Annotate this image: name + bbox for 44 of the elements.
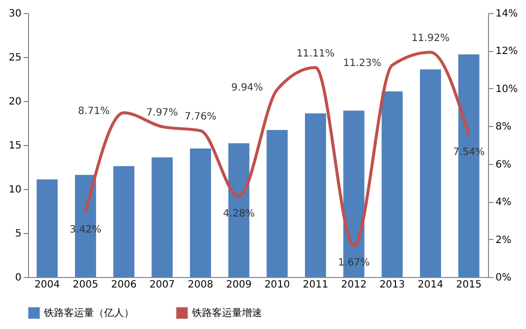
bar	[113, 166, 134, 277]
bar	[266, 130, 288, 277]
x-tick-label: 2005	[72, 280, 98, 290]
x-tick-label: 2004	[34, 280, 60, 290]
x-tick-label: 2010	[264, 280, 290, 290]
y2-tick-label: 10%	[496, 84, 518, 95]
x-tick-label: 2012	[341, 280, 367, 290]
x-tick-label: 2013	[379, 280, 405, 290]
y-tick-label: 30	[8, 8, 22, 20]
data-label: 7.97%	[146, 108, 178, 119]
x-tick-label: 2011	[302, 280, 328, 290]
x-tick-label: 2015	[456, 280, 482, 290]
bar	[36, 179, 58, 277]
data-label: 11.11%	[296, 48, 335, 60]
y2-tick-label: 12%	[496, 46, 518, 58]
data-label: 7.76%	[184, 112, 216, 123]
data-label: 11.23%	[343, 58, 382, 70]
x-tick-label: 2007	[149, 280, 175, 290]
bar	[304, 113, 326, 277]
y-tick-label: 20	[8, 96, 22, 108]
legend-label: 铁路客运量增速	[191, 307, 262, 319]
data-label: 11.92%	[411, 33, 450, 44]
x-tick-label: 2008	[188, 280, 214, 290]
y2-tick-label: 14%	[496, 8, 518, 20]
x-tick-label: 2014	[418, 280, 444, 290]
bar	[382, 91, 403, 277]
y-tick-label: 10	[8, 184, 22, 196]
data-label: 9.94%	[231, 82, 264, 94]
legend-label: 铁路客运量（亿人）	[43, 307, 134, 319]
x-tick-label: 2006	[111, 280, 137, 290]
bar	[190, 148, 212, 277]
y2-tick-label: 8%	[496, 122, 512, 133]
y2-tick-label: 4%	[496, 197, 512, 208]
y-tick-label: 25	[8, 52, 22, 64]
y2-tick-label: 6%	[496, 159, 512, 170]
y2-tick-label: 0%	[496, 272, 512, 284]
y-tick-label: 0	[15, 272, 22, 284]
x-tick-label: 2009	[226, 280, 252, 290]
bar	[420, 69, 442, 277]
data-label: 8.71%	[78, 106, 110, 117]
bar	[152, 157, 173, 277]
y2-tick-label: 2%	[496, 234, 512, 246]
y-tick-label: 15	[8, 140, 22, 152]
y-tick-label: 5	[15, 228, 22, 240]
